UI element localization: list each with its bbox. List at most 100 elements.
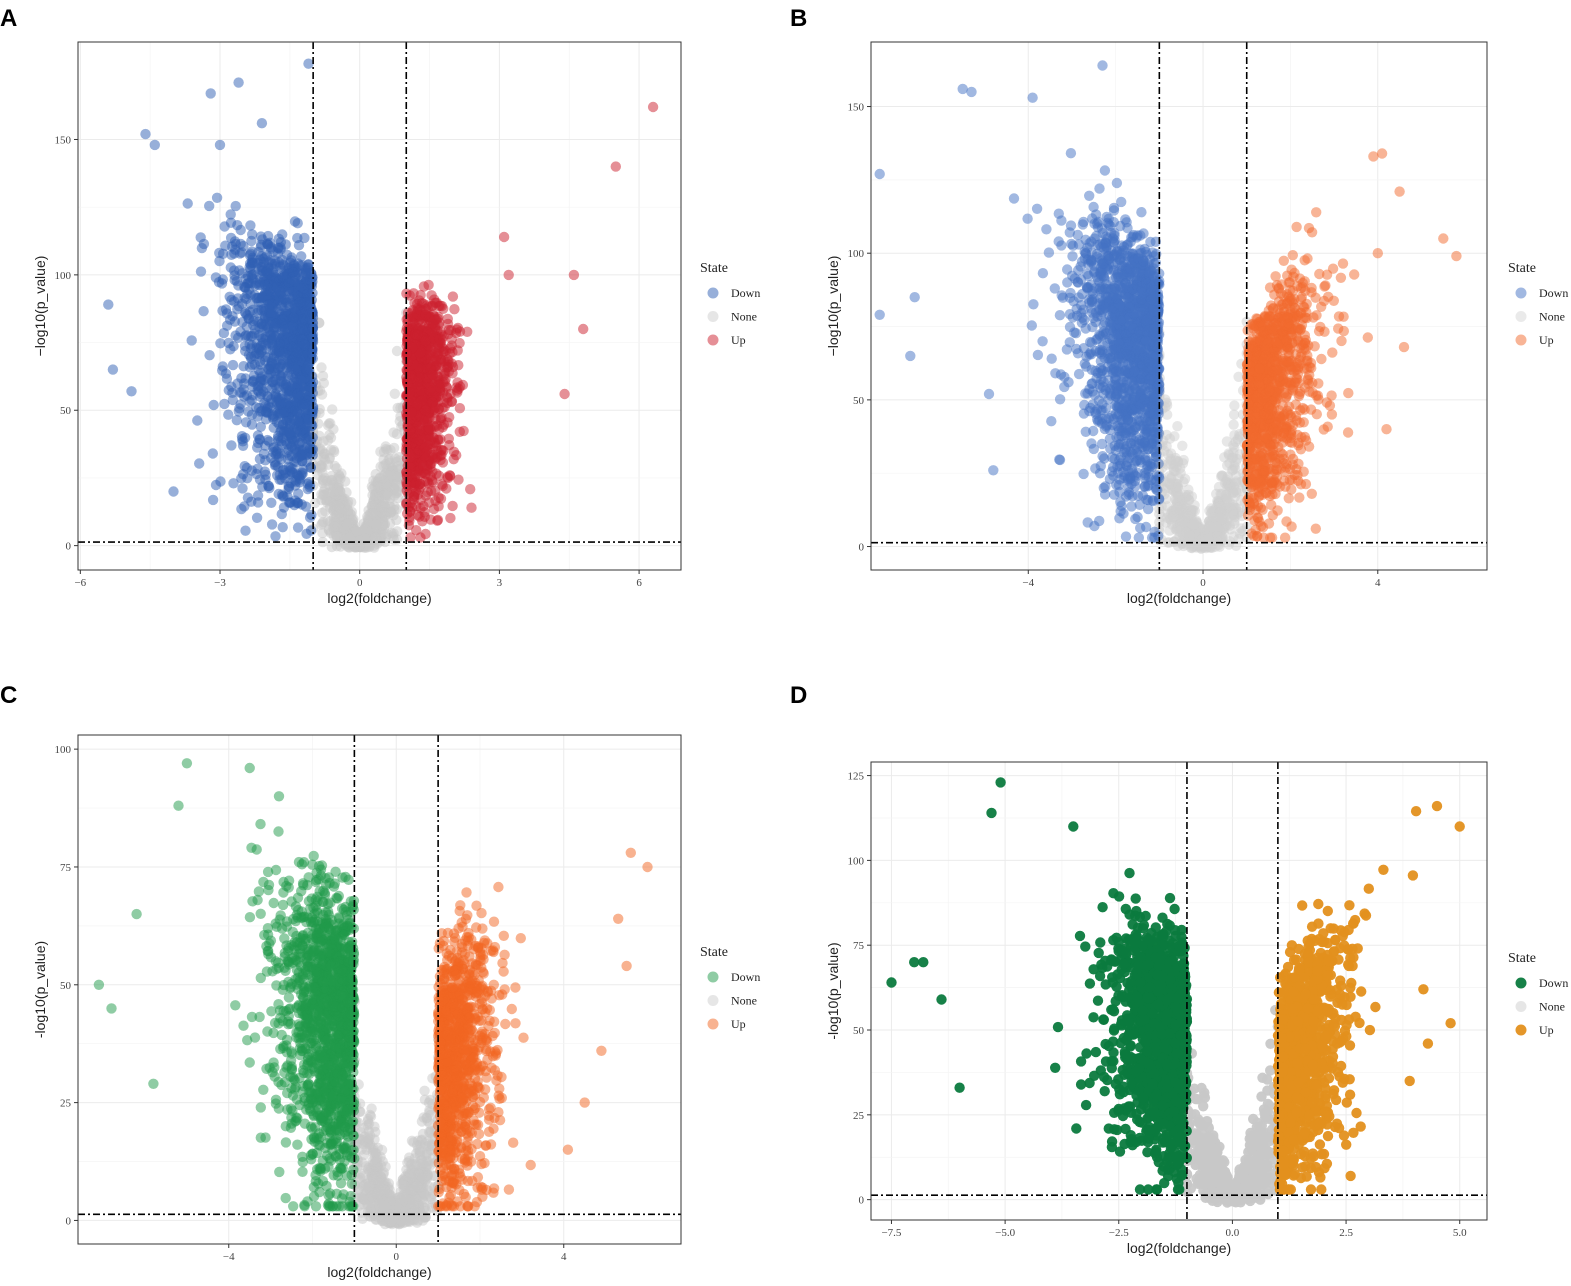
point-none	[1174, 518, 1186, 530]
point-down	[215, 476, 226, 487]
point-up	[449, 304, 460, 315]
point-down	[258, 448, 270, 460]
point-down	[1143, 503, 1154, 515]
point-down	[255, 421, 266, 432]
point-none	[385, 507, 396, 518]
point-up	[559, 388, 570, 400]
point-down	[301, 399, 312, 410]
point-up	[402, 313, 414, 325]
point-none	[1189, 500, 1200, 511]
point-none	[391, 345, 403, 357]
point-up	[445, 512, 456, 524]
legend-key-up	[707, 334, 719, 346]
point-up	[402, 356, 413, 367]
panel-label: A	[0, 5, 17, 32]
point-up	[412, 329, 423, 340]
point-down	[276, 474, 287, 485]
point-up	[440, 345, 451, 357]
point-up	[451, 450, 462, 461]
point-down	[1037, 268, 1049, 279]
point-down	[223, 385, 234, 396]
point-up	[446, 333, 457, 345]
point-down	[149, 139, 160, 151]
x-tick-label: 3	[497, 577, 503, 589]
point-down	[305, 525, 317, 536]
point-down	[262, 238, 273, 249]
point-down	[1072, 229, 1084, 241]
point-none	[388, 427, 399, 438]
point-none	[1177, 458, 1189, 469]
point-none	[1165, 453, 1176, 465]
point-none	[323, 418, 335, 429]
point-up	[436, 479, 447, 490]
point-down	[303, 58, 314, 69]
point-down	[258, 257, 270, 268]
point-down	[260, 469, 271, 480]
point-up	[406, 373, 417, 384]
point-none	[317, 507, 328, 519]
point-down	[192, 415, 203, 426]
point-down	[221, 320, 233, 331]
point-down	[287, 463, 298, 474]
point-up	[454, 403, 466, 414]
point-down	[301, 364, 312, 375]
point-none	[332, 531, 343, 542]
point-down	[274, 285, 285, 297]
point-up	[415, 346, 427, 358]
point-none	[1177, 440, 1188, 451]
point-none	[370, 519, 381, 530]
point-down	[235, 399, 246, 410]
point-down	[194, 458, 205, 469]
panel-label: B	[790, 5, 807, 32]
point-down	[228, 478, 239, 489]
point-up	[424, 422, 435, 434]
point-down	[205, 88, 216, 99]
point-down	[168, 486, 179, 497]
point-down	[207, 448, 218, 459]
point-down	[246, 359, 258, 370]
point-none	[1222, 477, 1233, 488]
point-up	[432, 313, 443, 324]
point-down	[232, 304, 243, 315]
point-down	[303, 414, 314, 425]
point-none	[1216, 534, 1227, 546]
point-none	[1172, 421, 1183, 432]
point-none	[1195, 538, 1206, 550]
point-down	[243, 406, 254, 417]
point-none	[1229, 400, 1240, 411]
point-none	[1234, 528, 1246, 539]
point-none	[369, 532, 381, 543]
point-down	[251, 512, 263, 523]
plot-border	[77, 41, 682, 571]
point-down	[286, 252, 297, 263]
point-none	[1185, 542, 1197, 553]
point-down	[240, 273, 251, 285]
point-up	[447, 291, 459, 302]
point-none	[344, 532, 355, 544]
point-down	[245, 220, 256, 231]
point-down	[289, 216, 301, 227]
point-down	[273, 363, 284, 374]
point-none	[326, 470, 337, 482]
point-none	[385, 470, 397, 481]
point-none	[1211, 488, 1222, 500]
point-down	[220, 240, 231, 251]
point-down	[1084, 190, 1095, 201]
point-none	[1228, 409, 1240, 420]
point-up	[441, 381, 452, 392]
point-down	[223, 409, 234, 420]
point-down	[269, 345, 280, 356]
point-down	[270, 531, 281, 542]
point-down	[287, 321, 298, 332]
point-none	[370, 469, 381, 480]
point-down	[236, 503, 247, 515]
point-down	[238, 361, 249, 372]
point-down	[298, 283, 309, 294]
point-down	[256, 383, 267, 394]
point-none	[392, 487, 404, 498]
point-up	[427, 396, 438, 408]
point-none	[348, 514, 359, 525]
point-up	[426, 290, 437, 301]
panel-A: A−6 −3 0 3 6050100150log2(foldchange)−log10(…	[0, 5, 760, 606]
point-down	[277, 522, 288, 533]
